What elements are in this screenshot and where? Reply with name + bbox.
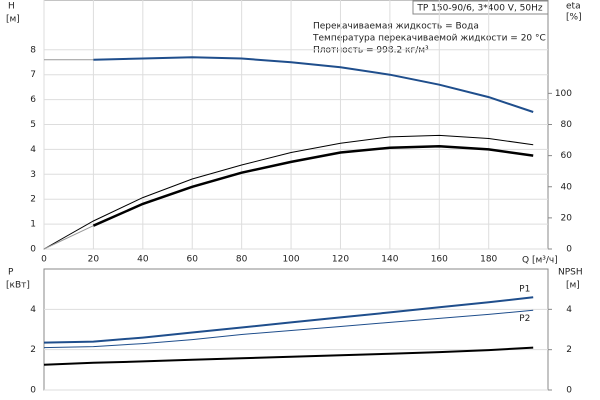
x-tick-label: 100 [282, 255, 299, 265]
y2-axis-label: NPSH [558, 268, 583, 278]
y2-axis-unit: [м] [566, 281, 580, 291]
annotation: Температура перекачиваемой жидкости = 20… [312, 34, 546, 44]
x-tick-label: 60 [187, 255, 199, 265]
y-tick-label: 2 [30, 195, 36, 205]
y-tick-label: 1 [30, 220, 36, 230]
y-tick-label: 5 [30, 120, 36, 130]
y2-tick-label: 40 [561, 182, 573, 192]
x-tick-label: 180 [480, 255, 497, 265]
x-axis-label: Q [м³/ч] [522, 256, 558, 266]
y-tick-label: 0 [30, 386, 36, 396]
x-tick-label: 160 [431, 255, 448, 265]
x-tick-label: 120 [332, 255, 349, 265]
y-axis-unit: [кВт] [6, 281, 30, 291]
y2-tick-label: 60 [561, 151, 573, 161]
curve [43, 134, 534, 250]
x-tick-label: 0 [41, 255, 47, 265]
annotation: Плотность = 998.2 кг/м³ [313, 46, 429, 56]
curve [43, 296, 534, 344]
curve [92, 145, 534, 227]
y-axis-label: H [8, 2, 15, 12]
y-tick-label: 2 [30, 345, 36, 355]
y2-tick-label: 100 [555, 89, 572, 99]
x-tick-label: 80 [236, 255, 248, 265]
y-tick-label: 3 [30, 170, 36, 180]
y-tick-label: 8 [30, 45, 36, 55]
y-tick-label: 7 [30, 70, 36, 80]
y2-tick-label: 20 [561, 213, 573, 223]
curve [93, 56, 534, 113]
x-tick-label: 40 [137, 255, 149, 265]
series-label: P2 [519, 314, 530, 324]
y-tick-label: 0 [30, 245, 36, 255]
y-tick-label: 4 [30, 145, 36, 155]
y2-axis-unit: [%] [566, 13, 582, 23]
chart-title: TP 150-90/6, 3*400 V, 50Hz [416, 4, 543, 14]
plot-frame [43, 268, 549, 391]
x-tick-label: 140 [381, 255, 398, 265]
y2-tick-label: 0 [566, 386, 572, 396]
y-axis-label: P [8, 268, 14, 278]
series-label: P1 [519, 285, 530, 295]
y2-tick-label: 0 [566, 245, 572, 255]
y-tick-label: 4 [30, 305, 36, 315]
annotation: Перекачиваемая жидкость = Вода [313, 22, 479, 32]
curve [43, 225, 94, 250]
y2-tick-label: 4 [566, 305, 572, 315]
x-tick-label: 20 [88, 255, 100, 265]
y2-tick-label: 2 [566, 345, 572, 355]
curve [43, 346, 534, 366]
y2-tick-label: 80 [561, 120, 573, 130]
y-axis-unit: [м] [6, 15, 20, 25]
curve [43, 309, 534, 349]
y-tick-label: 6 [30, 95, 36, 105]
y2-axis-label: eta [566, 2, 581, 12]
